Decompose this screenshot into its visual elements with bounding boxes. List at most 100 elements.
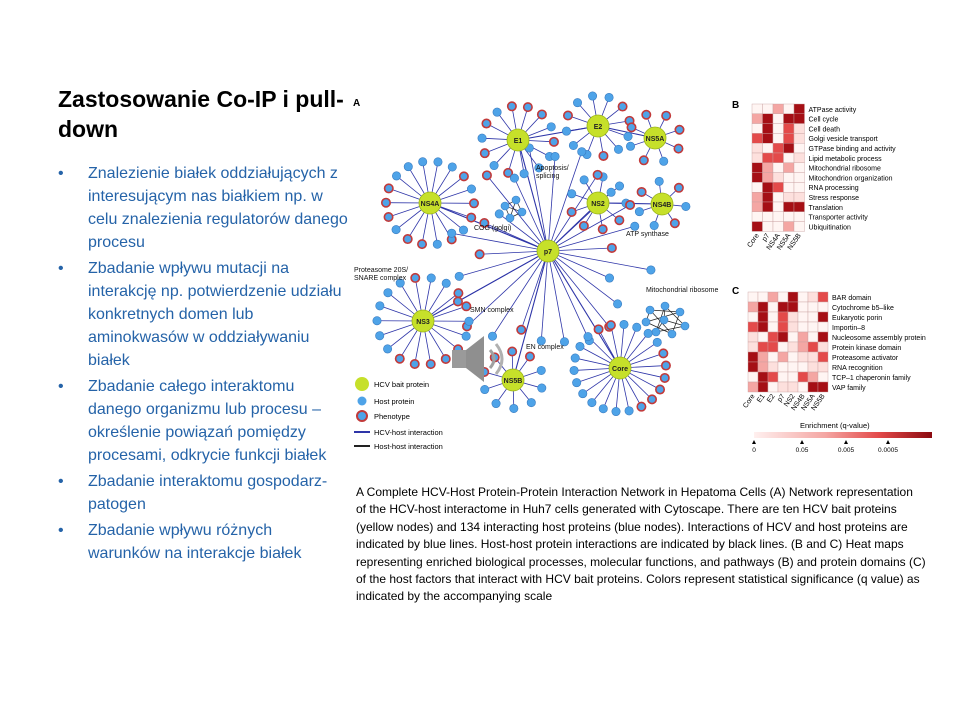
heatmap-cell bbox=[767, 321, 779, 333]
host-protein-node bbox=[673, 143, 684, 154]
host-protein-node bbox=[681, 201, 691, 211]
heatmap-col-label: E1 bbox=[756, 393, 767, 404]
host-protein-node bbox=[536, 336, 546, 346]
hcv-bait-node bbox=[586, 191, 610, 215]
heatmap-cell bbox=[772, 123, 784, 134]
host-protein-node bbox=[383, 212, 394, 223]
heatmap-cell bbox=[747, 361, 759, 373]
hcv-host-edge bbox=[429, 202, 549, 252]
heatmap-cell bbox=[817, 321, 829, 333]
group-label: ATP synthase bbox=[626, 231, 669, 238]
heatmap-cell bbox=[762, 221, 774, 232]
hcv-bait-node bbox=[411, 309, 435, 333]
heatmap-cell bbox=[751, 172, 763, 183]
host-protein-node bbox=[480, 385, 490, 395]
heatmap-row-label: BAR domain bbox=[832, 295, 871, 302]
bullet-dot-icon: • bbox=[58, 378, 64, 395]
scale-tick-icon bbox=[752, 440, 756, 444]
heatmap-cell bbox=[807, 381, 819, 393]
host-protein-node bbox=[587, 398, 597, 408]
heatmap-cell bbox=[751, 182, 763, 193]
heatmap-cell bbox=[772, 162, 784, 173]
heatmap-row-label: RNA recognition bbox=[832, 365, 883, 372]
speaker-icon[interactable] bbox=[452, 336, 504, 382]
host-protein-node bbox=[481, 118, 492, 129]
host-protein-node bbox=[660, 360, 671, 371]
host-protein-node bbox=[537, 383, 547, 393]
hcv-host-edge bbox=[459, 250, 549, 277]
host-protein-node bbox=[461, 331, 471, 341]
heatmap-cell bbox=[751, 221, 763, 232]
heatmap-cell bbox=[762, 152, 774, 164]
heatmap-row-label: Proteasome activator bbox=[832, 355, 899, 362]
heatmap-cell bbox=[747, 381, 759, 393]
heatmap-cell bbox=[767, 381, 779, 393]
host-host-edge bbox=[664, 305, 686, 327]
heatmap-row-label: Translation bbox=[809, 205, 843, 212]
host-protein-node bbox=[494, 209, 504, 219]
heatmap-cell bbox=[793, 182, 805, 193]
hcv-host-edge bbox=[520, 250, 549, 330]
heatmap-cell bbox=[757, 361, 769, 373]
heatmap-cell bbox=[783, 172, 795, 183]
host-protein-node bbox=[506, 101, 517, 112]
host-protein-node bbox=[466, 184, 476, 194]
heatmap-cell bbox=[767, 331, 779, 343]
host-protein-node bbox=[625, 199, 636, 210]
hcv-bait-node bbox=[418, 191, 442, 215]
heatmap-cell bbox=[793, 103, 805, 115]
bait-label: NS5B bbox=[504, 378, 523, 385]
heatmap-cell bbox=[757, 351, 769, 363]
panel-c-label: C bbox=[732, 286, 739, 297]
host-protein-node bbox=[477, 133, 487, 143]
host-protein-node bbox=[624, 406, 634, 416]
host-protein-node bbox=[570, 353, 580, 363]
heatmap-cell bbox=[807, 311, 819, 323]
host-protein-node bbox=[598, 404, 608, 414]
bullet-list: • Znalezienie białek oddziałujących z int… bbox=[58, 162, 348, 568]
heatmap-cell bbox=[762, 143, 774, 154]
bullet-dot-icon: • bbox=[58, 473, 64, 490]
heatmap-cell bbox=[772, 152, 784, 164]
host-protein-node bbox=[433, 157, 443, 167]
heatmap-cell bbox=[751, 113, 763, 124]
heatmap-cell bbox=[807, 371, 819, 383]
bullet-dot-icon: • bbox=[58, 165, 64, 182]
host-protein-node bbox=[491, 399, 501, 409]
hcv-host-edge bbox=[547, 250, 651, 271]
host-protein-node bbox=[659, 315, 669, 325]
heatmap-cell bbox=[751, 133, 763, 144]
host-protein-node bbox=[659, 156, 669, 166]
panel-b-label: B bbox=[732, 100, 739, 111]
heatmap-cell bbox=[783, 201, 795, 213]
host-protein-node bbox=[568, 140, 578, 150]
host-protein-node bbox=[507, 346, 518, 357]
host-protein-node bbox=[402, 234, 413, 245]
host-protein-node bbox=[509, 173, 519, 183]
host-protein-node bbox=[381, 197, 392, 208]
host-protein-node bbox=[583, 332, 593, 342]
host-protein-node bbox=[489, 161, 499, 171]
host-protein-node bbox=[454, 271, 464, 281]
heatmap-cell bbox=[767, 371, 779, 383]
heatmap-cell bbox=[787, 291, 799, 303]
heatmap-cell bbox=[767, 341, 779, 353]
host-protein-node bbox=[619, 319, 629, 329]
heatmap-col-label: Core bbox=[746, 232, 760, 249]
bait-label: NS4A bbox=[421, 201, 440, 208]
hcv-host-edge bbox=[547, 250, 618, 305]
heatmap-cell bbox=[793, 113, 805, 124]
heatmap-cell bbox=[757, 321, 769, 333]
heatmap-cell bbox=[772, 172, 784, 183]
heatmap-cell bbox=[767, 351, 779, 363]
host-protein-node bbox=[593, 324, 604, 335]
host-protein-node bbox=[658, 348, 669, 359]
host-protein-node bbox=[522, 102, 533, 113]
host-protein-node bbox=[441, 278, 451, 288]
heatmap-cell bbox=[751, 162, 763, 173]
hcv-host-edge bbox=[547, 225, 635, 252]
heatmap-cell bbox=[777, 331, 789, 343]
hcv-host-edge bbox=[547, 250, 621, 369]
scale-tick-icon bbox=[886, 440, 890, 444]
host-protein-node bbox=[578, 389, 588, 399]
